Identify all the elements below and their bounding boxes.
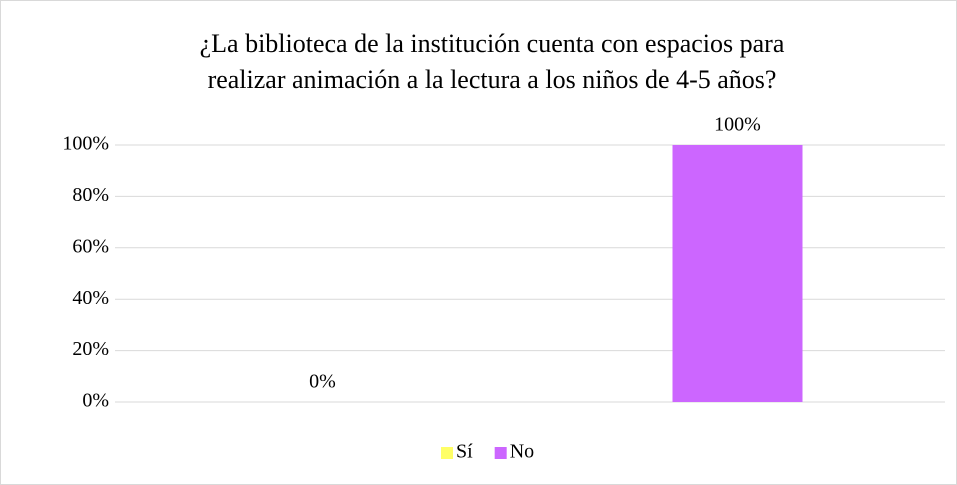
y-tick-label: 80%	[72, 184, 109, 206]
data-label: 100%	[714, 114, 761, 136]
data-label: 0%	[309, 371, 336, 393]
y-tick-label: 0%	[82, 390, 109, 412]
chart-title: ¿La biblioteca de la institución cuenta …	[200, 29, 785, 58]
legend-label: Sí	[456, 441, 473, 463]
chart-title: realizar animación a la lectura a los ni…	[208, 65, 777, 94]
y-tick-label: 60%	[72, 235, 109, 257]
y-tick-label: 100%	[62, 133, 109, 155]
legend-swatch	[441, 447, 453, 459]
bar	[672, 145, 803, 402]
y-tick-label: 40%	[72, 287, 109, 309]
legend-swatch	[494, 447, 507, 459]
legend-label: No	[510, 441, 534, 463]
y-tick-label: 20%	[72, 338, 109, 360]
